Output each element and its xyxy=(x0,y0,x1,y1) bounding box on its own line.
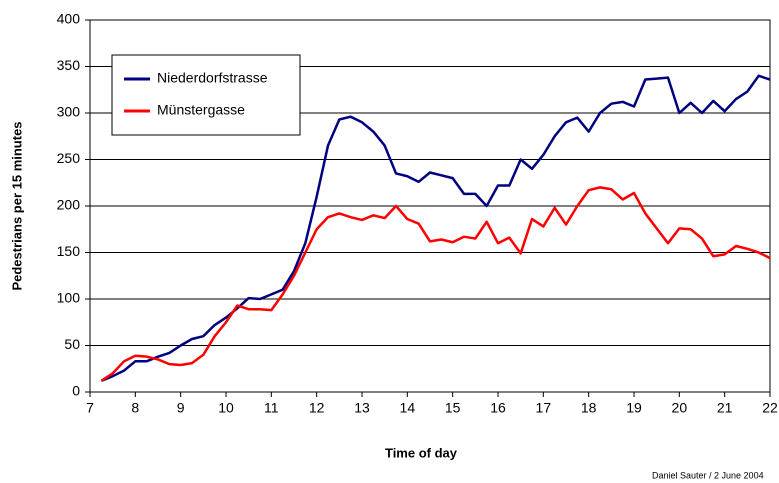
y-tick-label: 300 xyxy=(57,104,81,120)
x-tick-label: 20 xyxy=(672,400,688,416)
x-tick-label: 12 xyxy=(309,400,325,416)
legend-label: Münstergasse xyxy=(157,102,245,118)
x-tick-label: 18 xyxy=(581,400,597,416)
credit: Daniel Sauter / 2 June 2004 xyxy=(652,470,764,480)
x-tick-label: 22 xyxy=(762,400,778,416)
x-tick-label: 7 xyxy=(86,400,94,416)
x-tick-label: 19 xyxy=(626,400,642,416)
x-tick-label: 21 xyxy=(717,400,733,416)
x-tick-label: 13 xyxy=(354,400,370,416)
legend-box xyxy=(111,54,301,136)
x-tick-label: 10 xyxy=(218,400,234,416)
y-tick-label: 50 xyxy=(64,336,80,352)
y-tick-label: 350 xyxy=(57,57,81,73)
series-line xyxy=(100,186,771,382)
y-tick-label: 250 xyxy=(57,150,81,166)
series-line xyxy=(100,74,771,382)
x-tick-label: 14 xyxy=(400,400,416,416)
y-tick-label: 0 xyxy=(72,383,80,399)
y-tick-label: 100 xyxy=(57,290,81,306)
y-tick-label: 400 xyxy=(57,11,81,27)
plot-border xyxy=(89,19,771,393)
y-axis-title: Pedestrians per 15 minutes xyxy=(9,121,24,290)
x-tick-label: 15 xyxy=(445,400,461,416)
x-tick-label: 8 xyxy=(131,400,139,416)
y-tick-label: 200 xyxy=(57,197,81,213)
x-tick-label: 11 xyxy=(264,400,279,416)
y-tick-label: 150 xyxy=(57,243,81,259)
x-tick-label: 17 xyxy=(536,400,552,416)
legend-label: Niederdorfstrasse xyxy=(157,70,268,86)
x-axis-title: Time of day xyxy=(385,445,458,460)
x-tick-label: 9 xyxy=(177,400,185,416)
x-tick-label: 16 xyxy=(490,400,506,416)
